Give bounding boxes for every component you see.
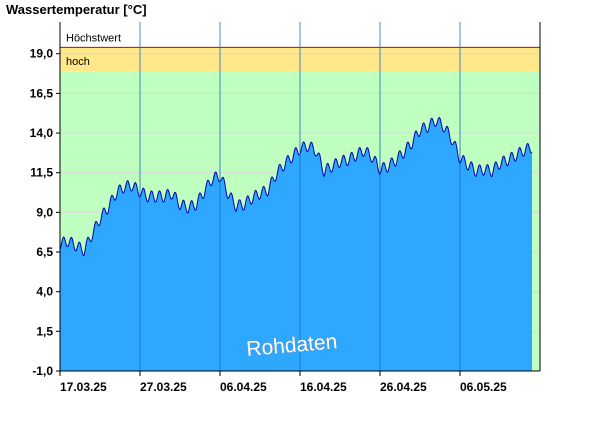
x-tick-label-3: 16.04.25 bbox=[300, 380, 347, 394]
series-line-0 bbox=[59, 116, 533, 257]
y-tick-label-2: 4,0 bbox=[36, 285, 53, 299]
y-axis-ticks: -1,0 1,5 4,0 6,5 9,0 11,5 14,0 16,5 19,0 bbox=[30, 47, 60, 378]
series-area bbox=[59, 116, 533, 371]
x-axis-ticks: 17.03.25 27.03.25 06.04.25 16.04.25 26.04.25… bbox=[59, 371, 507, 394]
y-tick-label-8: 19,0 bbox=[30, 47, 54, 61]
x-tick-label-0: 17.03.25 bbox=[60, 380, 107, 394]
band-labels: hoch Höchstwert bbox=[66, 32, 121, 68]
y-tick-label-4: 9,0 bbox=[36, 205, 53, 219]
series-area-fill-0 bbox=[60, 117, 532, 371]
chart-title: Wassertemperatur [°C] bbox=[6, 2, 147, 17]
y-tick-label-7: 16,5 bbox=[30, 86, 54, 100]
band-label-1: hoch bbox=[66, 56, 90, 68]
y-tick-label-1: 1,5 bbox=[36, 324, 53, 338]
y-tick-label-0: -1,0 bbox=[32, 364, 53, 378]
y-tick-label-5: 11,5 bbox=[30, 166, 53, 180]
date-markers bbox=[139, 22, 461, 371]
x-tick-label-4: 26.04.25 bbox=[380, 380, 427, 394]
x-tick-label-1: 27.03.25 bbox=[140, 380, 187, 394]
y-tick-label-3: 6,5 bbox=[36, 245, 53, 259]
x-tick-label-2: 06.04.25 bbox=[220, 380, 267, 394]
y-tick-label-6: 14,0 bbox=[30, 126, 54, 140]
x-tick-label-5: 06.05.25 bbox=[460, 380, 507, 394]
band-label-2: Höchstwert bbox=[66, 32, 121, 44]
